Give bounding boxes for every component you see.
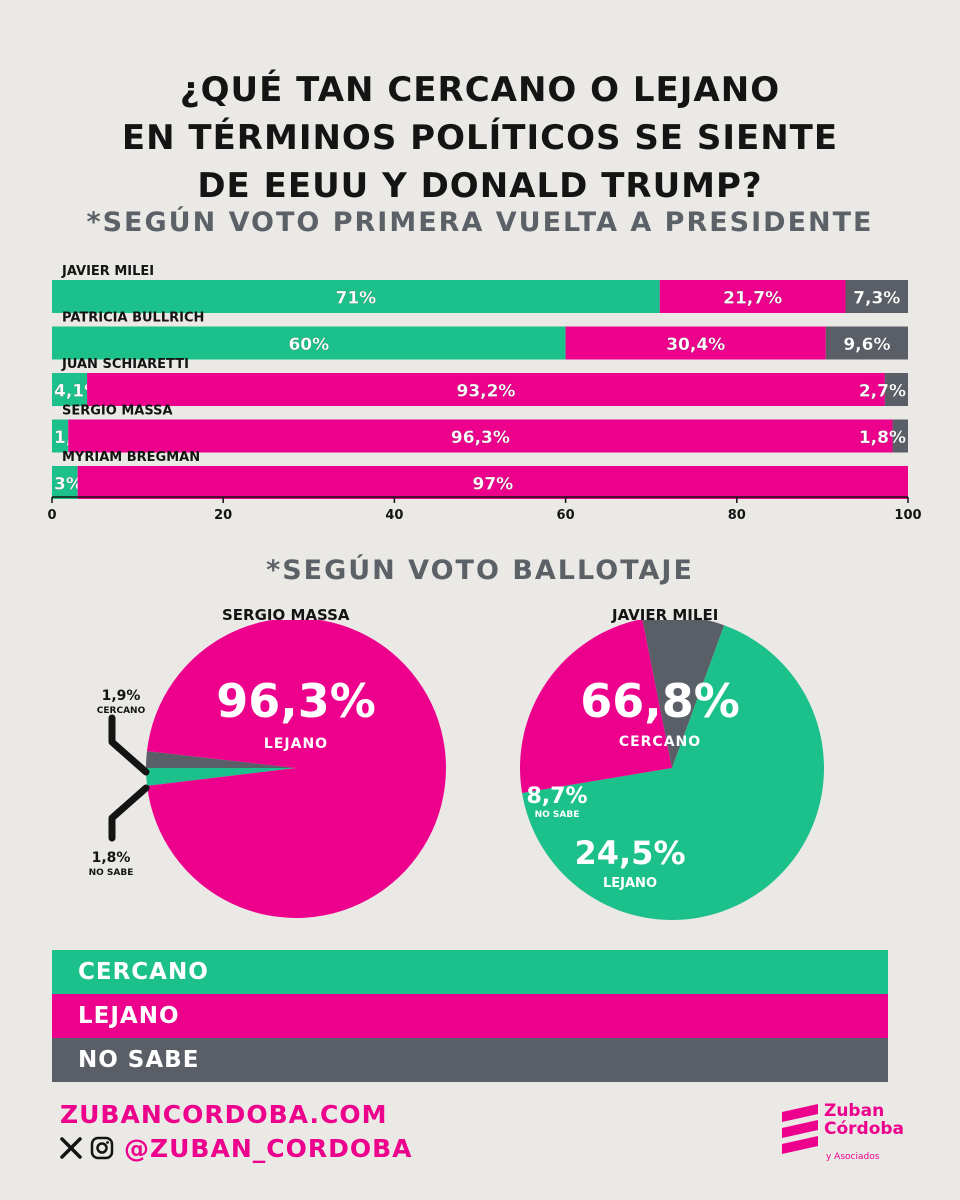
title-line-1: ¿QUÉ TAN CERCANO O LEJANO (179, 70, 781, 110)
main-title: ¿QUÉ TAN CERCANO O LEJANO EN TÉRMINOS PO… (0, 66, 960, 210)
pie-slice-lejano (520, 620, 672, 793)
bar-segment (87, 373, 885, 406)
legend-nosabe-label: NO SABE (78, 1047, 200, 1073)
bar-value-label: 97% (472, 475, 513, 495)
massa-cercano-label: CERCANO (96, 706, 146, 716)
massa-main-value: 96,3% (216, 674, 376, 728)
milei-lejano-label: LEJANO (603, 876, 657, 891)
bracket-nosabe-line (108, 784, 150, 842)
subtitle-primera-vuelta: *SEGÚN VOTO PRIMERA VUELTA A PRESIDENTE (86, 207, 874, 238)
pie-massa (146, 620, 446, 918)
pie-slice-no-sabe (146, 751, 296, 768)
social-row: @ZUBAN_CORDOBA (60, 1134, 412, 1164)
bar-segment (884, 373, 908, 406)
x-tick-label: 60 (557, 508, 575, 523)
social-handle[interactable]: @ZUBAN_CORDOBA (124, 1134, 413, 1163)
pie-charts (108, 620, 824, 920)
bar-segment (892, 419, 908, 453)
bar-value-label: 2,7% (859, 382, 906, 402)
bar-segment (659, 280, 846, 313)
bar-value-label: 9,6% (843, 335, 890, 355)
logo-line-1: Zuban (824, 1101, 885, 1121)
bar-category-label: JAVIER MILEI (61, 264, 154, 279)
massa-nosabe-label: NO SABE (88, 868, 134, 878)
pie-slice-cercano (146, 768, 296, 786)
title-line-3: DE EEUU Y DONALD TRUMP? (197, 166, 763, 206)
logo-mark-icon (782, 1104, 818, 1154)
bar-segment (52, 419, 69, 453)
pie-slice-lejano (146, 620, 446, 918)
x-tick-label: 40 (385, 508, 403, 523)
bar-value-label: 7,3% (853, 289, 900, 309)
stacked-bar-chart: JAVIER MILEI 71% 21,7% 7,3% PATRICIA BULLRIC… (47, 264, 921, 523)
bar-value-label: 21,7% (723, 289, 782, 309)
bracket-cercano-line (108, 714, 150, 776)
pie-title-massa: SERGIO MASSA (222, 606, 350, 624)
bar-value-label: 3% (54, 475, 83, 495)
website-link[interactable]: ZUBANCORDOBA.COM (60, 1100, 388, 1129)
milei-nosabe-value: 8,7% (526, 784, 588, 809)
bar-segment (52, 280, 660, 313)
bar-segment (52, 373, 88, 406)
legend-nosabe: NO SABE (52, 1038, 888, 1082)
legend-cercano-label: CERCANO (78, 959, 209, 985)
legend-lejano: LEJANO (52, 994, 888, 1038)
zuban-cordoba-logo: Zuban Córdoba y Asociados (778, 1100, 918, 1170)
bar-segment (565, 326, 826, 360)
logo-line-3: y Asociados (826, 1152, 880, 1162)
pie-slice-no-sabe (642, 620, 725, 768)
logo-text: Zuban Córdoba (824, 1102, 904, 1138)
legend-cercano: CERCANO (52, 950, 888, 994)
bar-segment (52, 466, 78, 499)
x-tick-label: 20 (214, 508, 232, 523)
legend-lejano-label: LEJANO (78, 1003, 180, 1029)
bar-category-label: SERGIO MASSA (62, 404, 173, 419)
massa-nosabe-value: 1,8% (91, 850, 131, 866)
bar-segment (845, 280, 908, 313)
bar-segment (52, 326, 566, 360)
logo-line-2: Córdoba (824, 1119, 905, 1139)
bar-value-label: 60% (288, 335, 329, 355)
milei-nosabe-label: NO SABE (534, 810, 580, 820)
bar-value-label: 71% (336, 289, 377, 309)
bar-segment (825, 326, 908, 360)
milei-lejano-value: 24,5% (574, 834, 686, 872)
bar-segment (77, 466, 909, 499)
milei-main-value: 66,8% (580, 674, 740, 728)
bar-category-label: MYRIAM BREGMAN (62, 450, 200, 465)
pie-milei (520, 620, 824, 920)
title-line-2: EN TÉRMINOS POLÍTICOS SE SIENTE (121, 118, 839, 158)
pie-slice-cercano (522, 625, 824, 920)
x-tick-label: 100 (894, 508, 921, 523)
x-logo-icon[interactable] (60, 1137, 82, 1159)
x-tick-label: 0 (47, 508, 56, 523)
milei-main-label: CERCANO (618, 734, 702, 750)
bar-value-label: 1,8% (859, 428, 906, 448)
instagram-icon[interactable] (90, 1136, 114, 1160)
bar-category-label: JUAN SCHIARETTI (61, 357, 189, 372)
subtitle-ballotaje: *SEGÚN VOTO BALLOTAJE (266, 555, 694, 586)
massa-main-label: LEJANO (263, 736, 329, 752)
bar-value-label: 96,3% (451, 428, 510, 448)
bar-value-label: 30,4% (666, 335, 725, 355)
massa-cercano-value: 1,9% (101, 688, 141, 704)
bar-category-label: PATRICIA BULLRICH (62, 311, 204, 326)
bar-value-label: 93,2% (456, 382, 515, 402)
x-tick-label: 80 (728, 508, 746, 523)
bar-segment (68, 419, 893, 453)
